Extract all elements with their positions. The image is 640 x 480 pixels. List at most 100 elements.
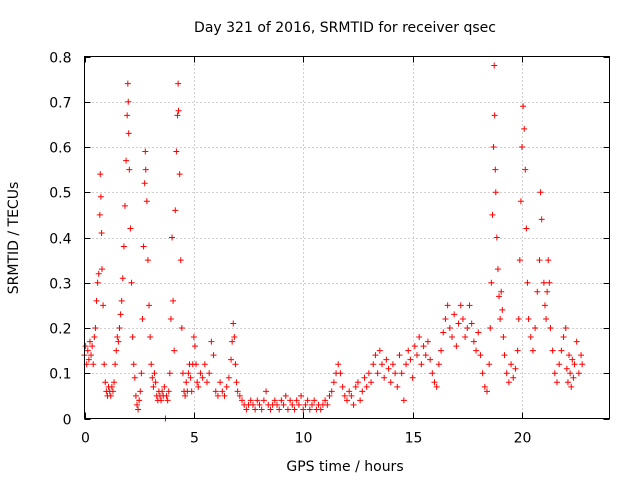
data-point (293, 397, 300, 404)
data-point (91, 334, 98, 341)
data-point (221, 392, 228, 399)
data-point (134, 401, 140, 408)
data-point (545, 257, 552, 264)
data-point (164, 397, 171, 404)
data-point (143, 198, 150, 205)
data-point (424, 338, 431, 345)
data-point (135, 406, 142, 413)
y-tick-label: 0.6 (49, 141, 71, 157)
data-point (247, 397, 254, 404)
data-point (571, 361, 578, 368)
data-point (396, 352, 403, 359)
data-point (163, 392, 170, 399)
data-point (171, 347, 178, 354)
data-point (493, 234, 500, 241)
data-point (124, 112, 131, 119)
data-point (479, 370, 486, 377)
data-point (578, 352, 585, 359)
data-point (573, 338, 580, 345)
data-point (484, 388, 490, 395)
data-point (232, 361, 239, 368)
data-point (505, 379, 512, 386)
data-point (239, 397, 245, 404)
data-point (487, 325, 494, 331)
data-point (225, 374, 232, 381)
data-point (219, 388, 226, 395)
data-point (459, 315, 466, 322)
data-point (468, 320, 475, 327)
data-point (525, 315, 532, 322)
data-point (517, 198, 524, 205)
data-point (392, 370, 399, 377)
data-point (121, 202, 128, 209)
data-point (383, 356, 390, 363)
data-point (127, 225, 134, 232)
data-point (136, 397, 143, 404)
data-point (113, 347, 120, 354)
data-point (217, 379, 224, 386)
data-point (422, 352, 429, 359)
data-point (89, 343, 96, 350)
data-point (252, 406, 259, 413)
data-point (341, 392, 348, 399)
data-point (492, 189, 499, 196)
data-point (562, 325, 569, 331)
data-point (403, 361, 410, 368)
data-point (151, 370, 158, 377)
data-point (152, 379, 159, 386)
data-point (123, 157, 130, 164)
y-tick-label: 0.7 (49, 96, 71, 112)
data-point (344, 397, 350, 404)
data-point (527, 334, 534, 341)
data-point (477, 352, 484, 359)
axis-ticks (84, 56, 610, 420)
data-point (361, 374, 368, 381)
data-point (119, 275, 126, 282)
data-point (543, 315, 550, 322)
data-point (138, 370, 145, 377)
data-point (256, 401, 263, 408)
data-point (188, 388, 195, 395)
data-point (300, 406, 307, 413)
data-point (431, 379, 438, 386)
data-point (420, 343, 427, 350)
data-point (116, 325, 123, 331)
data-point (500, 334, 507, 341)
data-point (128, 279, 135, 286)
data-point (368, 379, 375, 386)
data-point (529, 347, 536, 354)
data-point (534, 288, 541, 295)
y-tick-label: 0.5 (49, 186, 71, 202)
data-point (519, 144, 525, 150)
x-tick-label: 5 (190, 431, 199, 447)
data-point (411, 343, 418, 350)
data-point (357, 397, 364, 404)
data-point (214, 392, 221, 399)
data-point (442, 315, 449, 322)
data-point (475, 329, 482, 336)
data-point (405, 347, 412, 354)
data-point (98, 229, 105, 236)
data-point (165, 388, 172, 395)
data-point (124, 80, 131, 87)
data-point (363, 383, 370, 390)
data-point (169, 234, 175, 241)
data-point (190, 334, 197, 341)
data-point (99, 266, 105, 273)
x-tick-label: 10 (295, 431, 313, 447)
data-point (491, 112, 498, 119)
data-point (544, 288, 551, 295)
plot-frame (84, 56, 610, 419)
data-point (354, 379, 361, 386)
data-point (558, 347, 565, 354)
data-point (494, 266, 501, 273)
x-tick-label: 15 (405, 431, 423, 447)
data-point (453, 343, 460, 350)
data-point (249, 401, 256, 408)
data-point (400, 397, 407, 404)
data-point (274, 401, 280, 408)
data-point (435, 361, 442, 368)
data-point (348, 392, 355, 399)
data-point (481, 383, 488, 390)
data-point (111, 379, 118, 386)
